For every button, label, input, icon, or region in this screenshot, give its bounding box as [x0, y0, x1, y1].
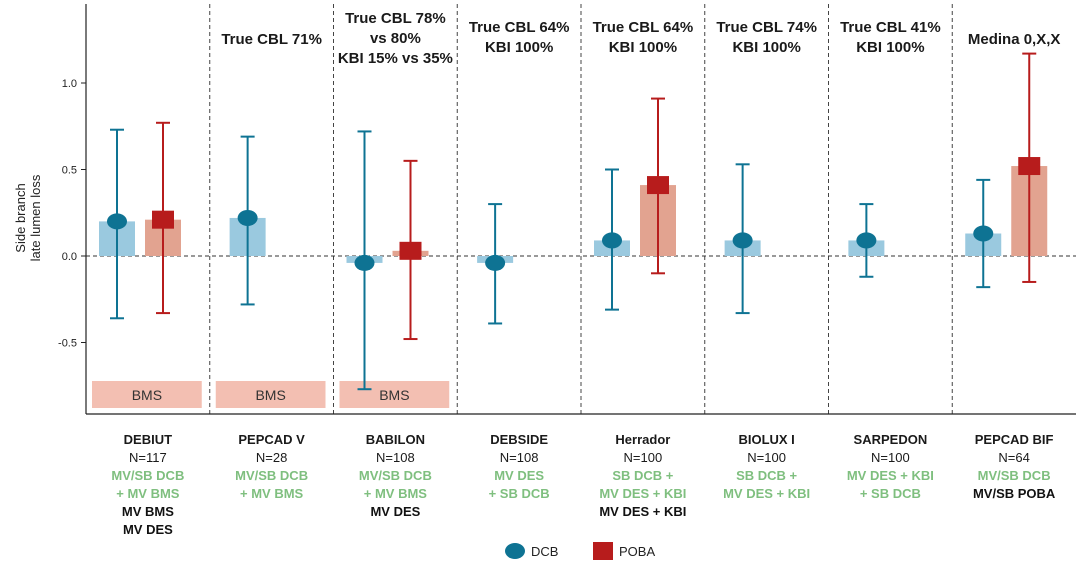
study-arm-label: MV/SB DCB	[111, 468, 184, 483]
panel-header-line: True CBL 74%	[716, 19, 817, 36]
y-tick-label: -0.5	[58, 338, 77, 350]
dcb-point	[732, 232, 753, 249]
dcb-point	[237, 209, 258, 226]
y-axis-label: Side branchlate lumen loss	[13, 174, 43, 261]
panel-header-line: Medina 0,X,X	[968, 31, 1061, 48]
y-tick-label: 1.0	[62, 78, 77, 90]
study-arm-label: + SB DCB	[489, 486, 550, 501]
study-arm-label: SB DCB +	[736, 468, 797, 483]
panel-header-line: True CBL 41%	[840, 19, 941, 36]
panel-dividers	[209, 4, 953, 414]
y-tick-label: 0.0	[62, 251, 77, 263]
panel-header-line: KBI 15% vs 35%	[338, 50, 453, 67]
study-name: PEPCAD BIF	[975, 432, 1054, 447]
dcb-point	[354, 254, 375, 271]
panel-header-line: vs 80%	[370, 30, 421, 47]
study-n: N=100	[624, 450, 663, 465]
study-arm-label: + SB DCB	[860, 486, 921, 501]
y-tick-label: 0.5	[62, 165, 77, 177]
bms-box	[339, 381, 450, 408]
study-name: DEBIUT	[124, 432, 172, 447]
study-name: SARPEDON	[854, 432, 928, 447]
legend-dcb-label: DCB	[531, 544, 558, 559]
y-axis-label-line: late lumen loss	[28, 174, 43, 261]
panel-header-line: True CBL 64%	[469, 19, 570, 36]
study-n: N=100	[747, 450, 786, 465]
dcb-point	[107, 213, 127, 230]
dcb-point	[485, 254, 506, 271]
study-arm-label: MV/SB DCB	[359, 468, 432, 483]
bms-box	[92, 381, 202, 408]
poba-point	[399, 241, 422, 260]
dcb-point	[602, 232, 622, 249]
bms-label: BMS	[379, 387, 409, 403]
bms-layer: BMS BMS BMS	[92, 381, 450, 408]
panel-header-line: True CBL 78%	[345, 10, 446, 27]
bms-label: BMS	[132, 387, 162, 403]
study-arm-label: MV BMS	[122, 504, 174, 519]
bms-box	[215, 381, 326, 408]
study-arm-label: MV/SB DCB	[978, 468, 1051, 483]
study-name: BABILON	[366, 432, 425, 447]
y-axis: -0.5 0.0 0.5 1.0 Side branchlate lumen loss	[13, 4, 1076, 415]
panel-header-line: True CBL 64%	[593, 19, 694, 36]
error-bars-layer	[107, 52, 1041, 391]
legend-dcb-marker	[505, 543, 525, 559]
study-n: N=108	[500, 450, 539, 465]
study-name: Herrador	[615, 432, 670, 447]
panel-header-line: KBI 100%	[732, 39, 800, 56]
dcb-point	[973, 225, 994, 242]
study-labels: DEBIUT N=117 MV/SB DCB + MV BMS MV BMS MV DES…	[111, 432, 1056, 537]
poba-point	[647, 176, 669, 195]
legend-poba-label: POBA	[619, 544, 655, 559]
study-arm-label: MV DES + KBI	[847, 468, 934, 483]
study-n: N=28	[256, 450, 287, 465]
study-arm-label: + MV BMS	[240, 486, 304, 501]
study-n: N=117	[129, 450, 167, 465]
study-arm-label: MV DES	[494, 468, 544, 483]
study-n: N=108	[376, 450, 415, 465]
dcb-point	[856, 232, 877, 249]
panel-headers: True CBL 71% True CBL 78% vs 80% KBI 15% vs…	[221, 10, 1060, 67]
poba-point	[1018, 157, 1041, 176]
study-name: BIOLUX I	[738, 432, 794, 447]
bms-label: BMS	[255, 387, 285, 403]
study-arm-label: + MV BMS	[116, 486, 180, 501]
study-arm-label: MV DES + KBI	[599, 486, 686, 501]
panel-header-line: True CBL 71%	[221, 31, 322, 48]
panel-header-line: KBI 100%	[609, 39, 677, 56]
study-arm-label: MV DES	[370, 504, 420, 519]
study-arm-label: MV DES + KBI	[599, 504, 686, 519]
study-arm-label: + MV BMS	[364, 486, 428, 501]
study-arm-label: SB DCB +	[612, 468, 673, 483]
legend: DCB POBA	[505, 542, 655, 560]
study-n: N=64	[998, 450, 1029, 465]
study-name: DEBSIDE	[490, 432, 548, 447]
y-axis-label-line: Side branch	[13, 183, 28, 252]
panel-header-line: KBI 100%	[856, 39, 924, 56]
study-n: N=100	[871, 450, 910, 465]
poba-point	[152, 210, 174, 229]
study-arm-label: MV/SB DCB	[235, 468, 308, 483]
study-arm-label: MV DES + KBI	[723, 486, 810, 501]
study-arm-label: MV/SB POBA	[973, 486, 1056, 501]
panel-header-line: KBI 100%	[485, 39, 553, 56]
study-arm-label: MV DES	[123, 522, 173, 537]
study-name: PEPCAD V	[238, 432, 305, 447]
legend-poba-marker	[593, 542, 613, 560]
